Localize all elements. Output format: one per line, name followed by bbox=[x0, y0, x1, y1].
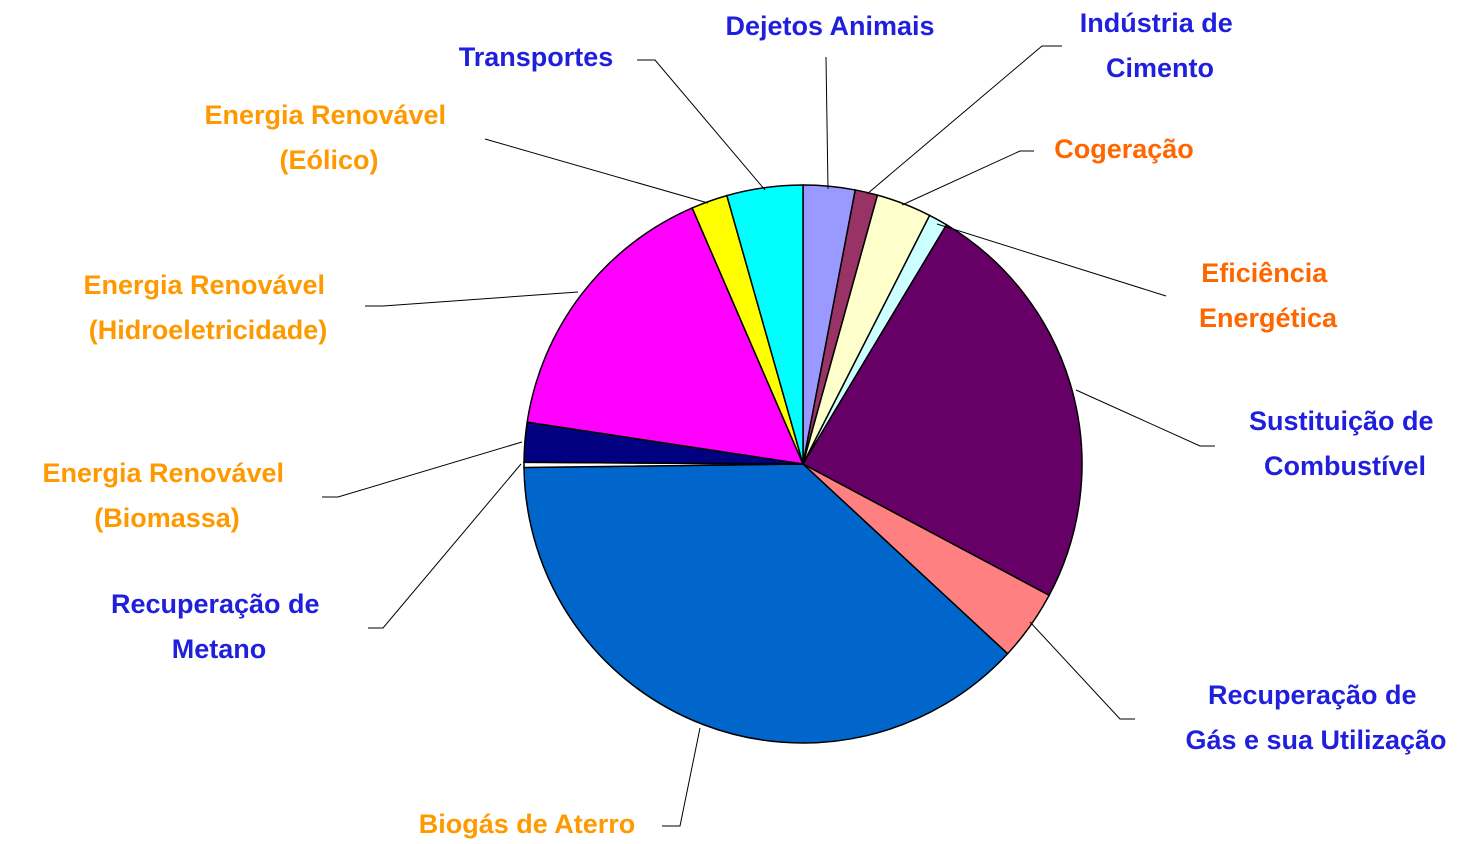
leader-line bbox=[484, 138, 709, 204]
slice-label: Recuperação de Metano bbox=[111, 589, 327, 664]
pie-slice bbox=[523, 463, 1009, 744]
slice-label: Biogás de Aterro bbox=[419, 809, 636, 839]
slice-label: Transportes bbox=[459, 42, 614, 72]
leader-line bbox=[936, 223, 1167, 297]
leader-line bbox=[662, 727, 701, 827]
slice-label: Energia Renovável (Hidroeletricidade) bbox=[83, 270, 332, 345]
leader-line bbox=[637, 59, 766, 191]
leader-line bbox=[901, 150, 1034, 206]
slice-label: Energia Renovável (Eólico) bbox=[204, 100, 453, 175]
slice-label: Indústria de Cimento bbox=[1080, 8, 1241, 83]
leader-line bbox=[365, 291, 579, 307]
pie-slice bbox=[801, 223, 1083, 597]
leader-line bbox=[368, 463, 522, 629]
leader-line bbox=[1029, 621, 1135, 720]
slice-label: Eficiência Energética bbox=[1199, 258, 1338, 333]
slice-label: Dejetos Animais bbox=[725, 11, 934, 41]
pie-slice bbox=[725, 184, 804, 465]
pie-slice bbox=[526, 206, 805, 465]
slice-label: Energia Renovável (Biomassa) bbox=[42, 458, 291, 533]
slice-label: Cogeração bbox=[1054, 134, 1194, 164]
slice-label: Recuperação de Gás e sua Utilização bbox=[1185, 680, 1446, 755]
slice-label: Sustituição de Combustível bbox=[1249, 406, 1441, 481]
leader-line bbox=[322, 441, 523, 498]
leader-line bbox=[1075, 389, 1215, 447]
leader-line bbox=[825, 56, 829, 190]
leader-line bbox=[866, 45, 1062, 195]
